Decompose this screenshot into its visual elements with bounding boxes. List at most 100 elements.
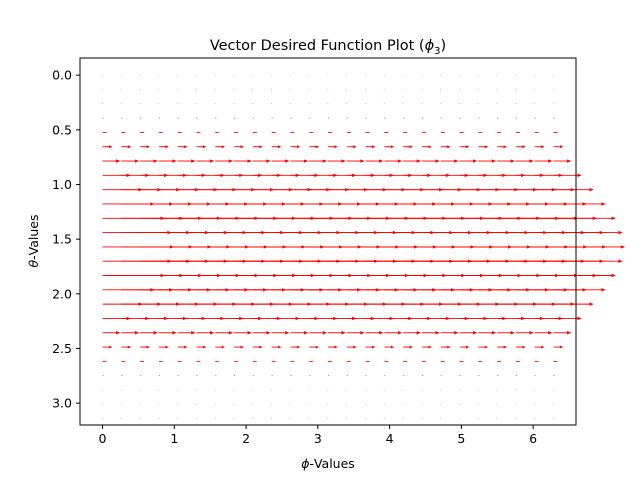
vector-arrow — [515, 360, 521, 363]
vector-arrow — [459, 131, 465, 134]
vector-arrow — [309, 117, 311, 119]
vector-arrow — [271, 145, 282, 149]
vector-arrow — [271, 89, 273, 90]
vector-arrow — [478, 360, 483, 363]
vector-arrow — [478, 331, 497, 335]
vector-arrow — [102, 345, 113, 349]
vector-arrow — [553, 145, 564, 149]
vector-arrow — [177, 131, 183, 134]
vector-arrow — [552, 89, 554, 90]
vector-arrow — [346, 74, 348, 76]
vector-arrow — [496, 418, 498, 419]
vector-arrow — [459, 145, 470, 149]
vector-arrow — [346, 331, 365, 335]
vector-arrow — [121, 131, 126, 134]
vector-arrow — [271, 74, 273, 76]
vector-arrow — [459, 389, 461, 391]
x-tick-label: 3 — [314, 431, 322, 446]
vector-arrow — [195, 103, 197, 105]
vector-arrow — [102, 145, 113, 149]
vector-arrow — [384, 345, 395, 349]
vector-arrow — [384, 117, 386, 119]
vector-arrow — [327, 103, 329, 105]
x-tick-label: 0 — [99, 431, 107, 446]
vector-arrow — [328, 131, 333, 134]
vector-arrow — [233, 418, 235, 419]
vector-arrow — [421, 89, 423, 90]
vector-arrow — [102, 375, 105, 377]
vector-arrow — [384, 375, 386, 377]
vector-arrow — [346, 418, 348, 419]
vector-arrow — [553, 375, 556, 377]
vector-arrow — [252, 117, 255, 119]
vector-arrow — [365, 117, 368, 119]
vector-arrow — [271, 103, 273, 105]
vector-arrow — [553, 173, 582, 178]
vector-arrow — [233, 389, 235, 391]
vector-arrow — [215, 345, 226, 349]
arrow-field — [102, 74, 626, 419]
vector-arrow — [252, 418, 254, 419]
vector-arrow — [139, 389, 141, 391]
vector-arrow — [308, 389, 310, 391]
vector-arrow — [402, 89, 404, 90]
vector-arrow — [421, 360, 427, 363]
vector-arrow — [121, 331, 140, 335]
vector-arrow — [308, 103, 310, 105]
vector-arrow — [477, 403, 479, 405]
vector-arrow — [328, 375, 330, 377]
vector-arrow — [139, 89, 141, 90]
vector-arrow — [177, 74, 179, 76]
vector-arrow — [195, 89, 197, 90]
vector-arrow — [497, 331, 516, 335]
vector-arrow — [534, 331, 553, 335]
vector-arrow — [515, 375, 518, 377]
vector-arrow — [121, 145, 132, 149]
vector-arrow — [140, 375, 142, 377]
vector-arrow — [365, 145, 376, 149]
vector-arrow — [102, 403, 104, 405]
vector-arrow — [102, 360, 108, 363]
vector-arrow — [534, 131, 540, 134]
vector-arrow — [553, 187, 594, 192]
vector-arrow — [421, 159, 440, 163]
vector-arrow — [308, 89, 310, 90]
y-tick-label: 1.0 — [52, 177, 72, 192]
vector-arrow — [553, 302, 594, 306]
vector-arrow — [271, 131, 277, 134]
vector-arrow — [214, 418, 216, 419]
vector-arrow — [102, 103, 104, 105]
vector-arrow — [553, 331, 572, 335]
vector-arrow — [121, 159, 140, 163]
vector-arrow — [328, 360, 333, 363]
vector-arrow — [534, 345, 545, 349]
vector-arrow — [403, 117, 405, 119]
vector-arrow — [309, 331, 328, 335]
vector-arrow — [195, 389, 197, 391]
vector-arrow — [140, 145, 150, 149]
vector-arrow — [553, 202, 606, 206]
vector-arrow — [459, 74, 461, 76]
vector-arrow — [158, 74, 160, 76]
vector-arrow — [403, 375, 405, 377]
vector-arrow — [215, 159, 234, 163]
vector-arrow — [459, 418, 461, 419]
vector-arrow — [346, 375, 349, 377]
vector-arrow — [478, 159, 497, 163]
vector-arrow — [478, 145, 489, 149]
vector-arrow — [459, 89, 461, 90]
vector-arrow — [496, 74, 498, 76]
vector-arrow — [515, 117, 518, 119]
y-tick-label: 0.5 — [52, 122, 72, 137]
y-tick-label: 1.5 — [52, 232, 72, 247]
vector-arrow — [252, 74, 254, 76]
vector-arrow — [477, 103, 479, 105]
y-tick-label: 2.5 — [52, 341, 72, 356]
vector-arrow — [102, 131, 108, 134]
vector-arrow — [120, 389, 122, 391]
vector-arrow — [440, 145, 451, 149]
vector-arrow — [365, 375, 368, 377]
vector-arrow — [365, 131, 371, 134]
vector-arrow — [365, 103, 367, 105]
